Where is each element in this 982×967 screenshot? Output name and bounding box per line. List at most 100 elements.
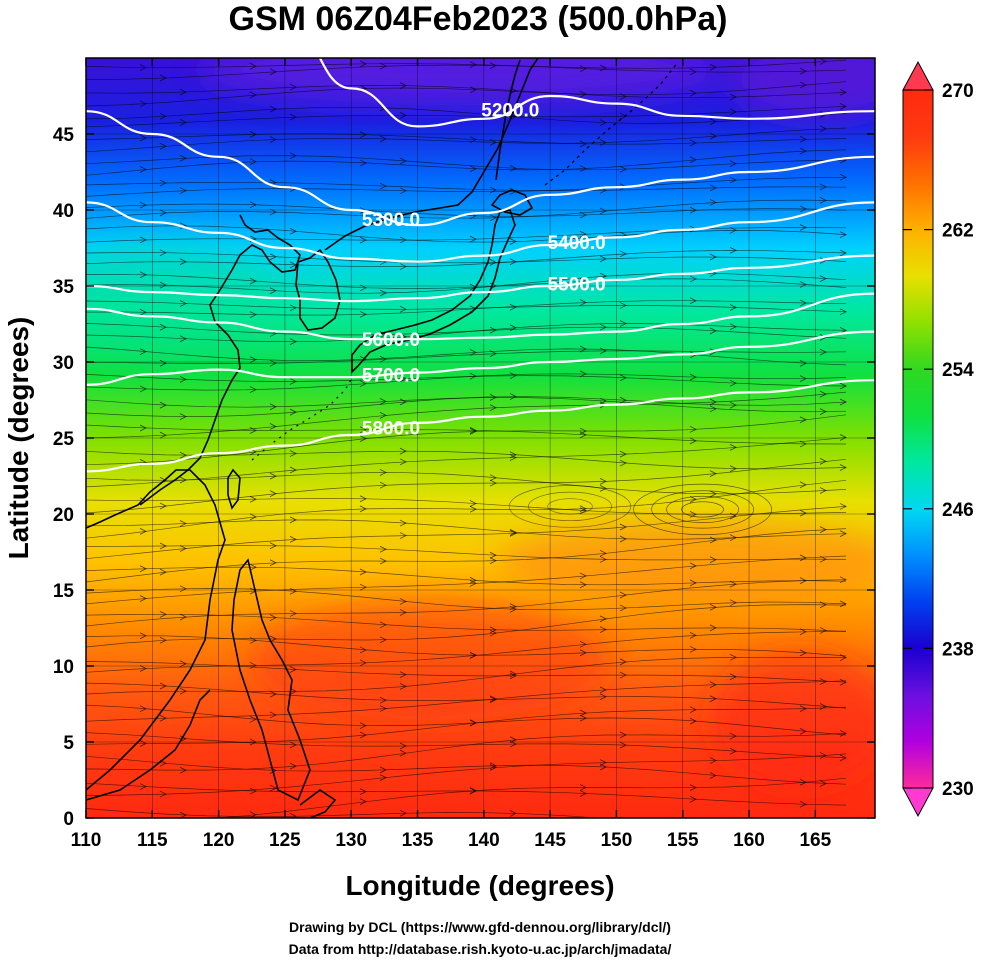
wind-arrow bbox=[579, 572, 587, 580]
wind-arrow bbox=[179, 300, 187, 307]
wind-arrow bbox=[359, 646, 367, 654]
streamline bbox=[86, 181, 847, 192]
wind-arrow bbox=[509, 393, 517, 400]
streamline bbox=[86, 458, 847, 514]
wind-arrow bbox=[709, 536, 717, 544]
wind-arrow bbox=[819, 526, 827, 533]
wind-arrow bbox=[379, 774, 387, 781]
wind-arrow bbox=[509, 303, 517, 311]
vortex-ring bbox=[528, 491, 612, 522]
wind-arrow bbox=[729, 599, 737, 607]
wind-arrow bbox=[840, 827, 846, 833]
wind-arrow bbox=[179, 335, 187, 343]
wind-arrow bbox=[689, 717, 697, 725]
contour-label: 5600.0 bbox=[362, 330, 420, 351]
wind-arrow bbox=[729, 401, 737, 409]
wind-arrow bbox=[489, 479, 497, 487]
wind-arrow bbox=[839, 398, 847, 406]
wind-arrow bbox=[799, 147, 807, 155]
wind-arrow bbox=[799, 705, 807, 712]
wind-arrow bbox=[159, 209, 167, 217]
wind-arrow bbox=[689, 89, 697, 97]
wind-arrow bbox=[249, 787, 257, 795]
wind-arrow bbox=[269, 472, 277, 480]
wind-arrow bbox=[709, 327, 717, 335]
wind-arrow bbox=[579, 640, 587, 648]
wind-arrow bbox=[729, 304, 737, 311]
wind-arrow bbox=[509, 605, 517, 613]
coastline-sulawesi bbox=[299, 789, 337, 818]
wind-arrow bbox=[249, 513, 257, 521]
streamline bbox=[86, 496, 847, 515]
wind-arrow bbox=[599, 255, 607, 263]
y-axis-title: Latitude (degrees) bbox=[3, 317, 34, 560]
y-tick-label: 0 bbox=[63, 809, 74, 830]
wind-arrow bbox=[579, 427, 587, 435]
wind-arrow bbox=[289, 688, 297, 695]
wind-arrow bbox=[249, 715, 257, 723]
streamline bbox=[86, 272, 847, 294]
wind-arrow bbox=[399, 157, 407, 165]
coastline-ryukyu bbox=[251, 377, 353, 461]
streamline bbox=[86, 300, 847, 313]
wind-arrow bbox=[399, 447, 407, 455]
wind-arrow bbox=[579, 649, 587, 657]
wind-arrow bbox=[799, 440, 807, 448]
wind-arrow bbox=[289, 338, 297, 346]
streamline bbox=[86, 613, 847, 632]
contour-label: 5400.0 bbox=[548, 233, 606, 254]
wind-arrow bbox=[489, 326, 497, 334]
wind-arrow bbox=[489, 350, 497, 357]
wind-arrow bbox=[489, 139, 497, 146]
wind-arrow bbox=[839, 103, 847, 110]
wind-arrow bbox=[289, 450, 297, 457]
wind-arrow bbox=[599, 759, 607, 766]
wind-arrow bbox=[139, 705, 147, 713]
wind-arrow bbox=[159, 323, 167, 331]
wind-arrow bbox=[379, 557, 387, 565]
wind-arrow bbox=[839, 464, 847, 471]
streamline bbox=[86, 732, 847, 772]
streamline bbox=[86, 755, 847, 785]
streamline bbox=[86, 588, 847, 611]
streamline bbox=[86, 396, 847, 417]
wind-arrow bbox=[159, 112, 167, 120]
wind-arrow bbox=[819, 780, 827, 787]
wind-arrow bbox=[819, 408, 827, 415]
wind-arrow bbox=[599, 485, 607, 492]
coastline-philippines bbox=[231, 558, 311, 802]
wind-arrow bbox=[359, 505, 367, 513]
wind-arrow bbox=[729, 673, 737, 681]
wind-arrow bbox=[399, 598, 407, 605]
coastline-taiwan bbox=[227, 468, 241, 510]
wind-arrow bbox=[379, 469, 387, 476]
y-tick-label: 10 bbox=[53, 657, 74, 678]
wind-arrow bbox=[819, 275, 827, 282]
colorbar-scale bbox=[902, 89, 934, 789]
wind-arrow bbox=[139, 134, 147, 142]
colorbar-label: 230 bbox=[942, 779, 974, 800]
wind-arrow bbox=[599, 686, 607, 694]
wind-arrow bbox=[139, 424, 147, 432]
wind-arrow bbox=[139, 236, 147, 244]
wind-arrow bbox=[509, 454, 517, 461]
wind-arrow bbox=[729, 379, 737, 387]
wind-arrow bbox=[179, 613, 187, 621]
coastline-russia bbox=[324, 58, 539, 251]
wind-arrow bbox=[819, 334, 827, 341]
streamline bbox=[86, 782, 847, 806]
wind-arrow bbox=[399, 532, 407, 539]
wind-arrow bbox=[359, 788, 367, 795]
wind-arrow bbox=[799, 281, 807, 288]
streamline bbox=[86, 176, 847, 197]
wind-arrow bbox=[469, 428, 477, 435]
wind-arrow bbox=[359, 310, 367, 318]
wind-arrow bbox=[249, 738, 257, 746]
streamline bbox=[86, 149, 847, 176]
streamline bbox=[86, 391, 847, 439]
wind-arrow bbox=[469, 61, 477, 68]
streamline bbox=[86, 656, 847, 700]
wind-arrow bbox=[269, 490, 277, 498]
wind-arrow bbox=[709, 624, 717, 632]
streamline bbox=[86, 808, 604, 818]
